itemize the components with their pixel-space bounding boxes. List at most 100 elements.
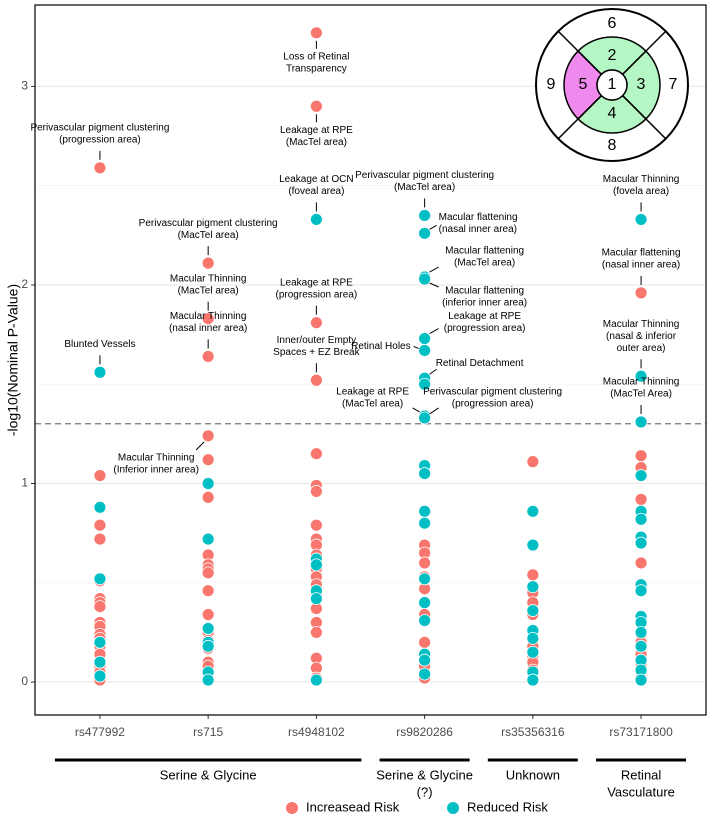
annotation: Spaces + EZ Break [273, 347, 360, 358]
point [309, 626, 323, 639]
annotation-pointer [429, 407, 439, 415]
group-label: (?) [417, 784, 433, 799]
point [201, 477, 215, 490]
point [418, 411, 432, 425]
annotation-pointer [429, 224, 437, 230]
y-tick-label: 2 [21, 277, 28, 291]
annotation: Macular flattening [602, 248, 681, 259]
annotation: (Inferior inner area) [113, 464, 199, 475]
annotation: (MacTel area) [454, 258, 515, 269]
point [309, 316, 323, 330]
point [309, 518, 323, 532]
inset-zone-label: 1 [608, 76, 617, 93]
annotation: Macular Thinning [170, 273, 247, 284]
point [418, 635, 432, 649]
point [201, 639, 215, 653]
annotation: Leakage at OCN [279, 174, 354, 185]
annotation: (progression area) [452, 399, 534, 410]
point [93, 161, 107, 175]
annotation: Transparency [286, 63, 347, 74]
point [309, 558, 323, 572]
point [201, 312, 215, 326]
annotation: (foveal area) [288, 186, 344, 197]
inset-divider [557, 95, 602, 140]
point [418, 614, 432, 627]
point [418, 332, 432, 345]
annotation: outer area) [617, 343, 666, 354]
point [93, 669, 107, 683]
plot-border [34, 4, 707, 716]
inset-zone-label: 4 [608, 105, 617, 122]
point [418, 653, 432, 667]
annotation: (nasal inner area) [439, 224, 517, 235]
point [93, 500, 107, 514]
annotation: (progression area) [276, 289, 358, 300]
annotation: (fovela area) [613, 186, 669, 197]
inset-zone-label: 7 [669, 76, 678, 93]
point [418, 516, 432, 530]
point [201, 566, 215, 580]
inset-zone-label: 3 [637, 76, 646, 93]
point [634, 639, 648, 653]
point [201, 453, 215, 467]
point [526, 673, 540, 687]
point [201, 256, 215, 270]
point [634, 469, 648, 482]
point [526, 504, 540, 518]
annotation: Perivascular pigment clustering [139, 218, 278, 229]
point [309, 373, 323, 387]
annotation: (MacTel area) [286, 137, 347, 148]
legend-swatch [447, 802, 459, 814]
point [201, 608, 215, 621]
point [201, 490, 215, 504]
point [309, 447, 323, 461]
annotation: Perivascular pigment clustering [30, 122, 169, 133]
annotation-pointer [412, 407, 420, 413]
point [418, 572, 432, 586]
point [634, 369, 648, 383]
point [201, 429, 215, 443]
annotation: Macular Thinning [118, 452, 195, 463]
point [201, 673, 215, 687]
point [418, 467, 432, 480]
legend-swatch [286, 802, 298, 814]
point [526, 538, 540, 552]
annotation-pointer [413, 346, 419, 349]
annotation: Macular Thinning [603, 319, 680, 330]
annotation: Loss of Retinal [283, 51, 349, 62]
annotation: (progression area) [59, 134, 141, 145]
annotation-pointer [429, 328, 439, 334]
point [634, 584, 648, 598]
annotation: Leakage at RPE [280, 277, 353, 288]
point [634, 286, 648, 300]
annotation-pointer [429, 266, 439, 273]
annotation: (progression area) [444, 323, 526, 334]
annotation: Leakage at RPE [280, 125, 353, 136]
point [418, 596, 432, 610]
point [93, 365, 107, 379]
annotation: Leakage at RPE [448, 311, 521, 322]
inset-divider [622, 30, 667, 75]
x-tick-label: rs73171800 [609, 725, 673, 739]
annotation: Leakage at RPE [336, 387, 409, 398]
annotation: Macular flattening [445, 246, 524, 257]
group-label: Retinal [621, 767, 662, 782]
annotation: (inferior inner area) [442, 298, 527, 309]
y-tick-label: 3 [21, 79, 28, 93]
x-tick-label: rs4948102 [288, 725, 345, 739]
point [201, 622, 215, 635]
point [634, 626, 648, 639]
annotation: (MacTel Area) [610, 389, 672, 400]
inset-divider [622, 95, 667, 140]
point [526, 568, 540, 582]
annotation: Macular flattening [445, 286, 524, 297]
annotation-pointer [429, 368, 437, 375]
point [634, 415, 648, 429]
point [526, 645, 540, 659]
x-tick-label: rs477992 [75, 725, 125, 739]
x-tick-label: rs9820286 [396, 725, 453, 739]
annotation: Retinal Detachment [436, 358, 524, 369]
group-label: Unknown [506, 767, 560, 782]
point [526, 631, 540, 645]
